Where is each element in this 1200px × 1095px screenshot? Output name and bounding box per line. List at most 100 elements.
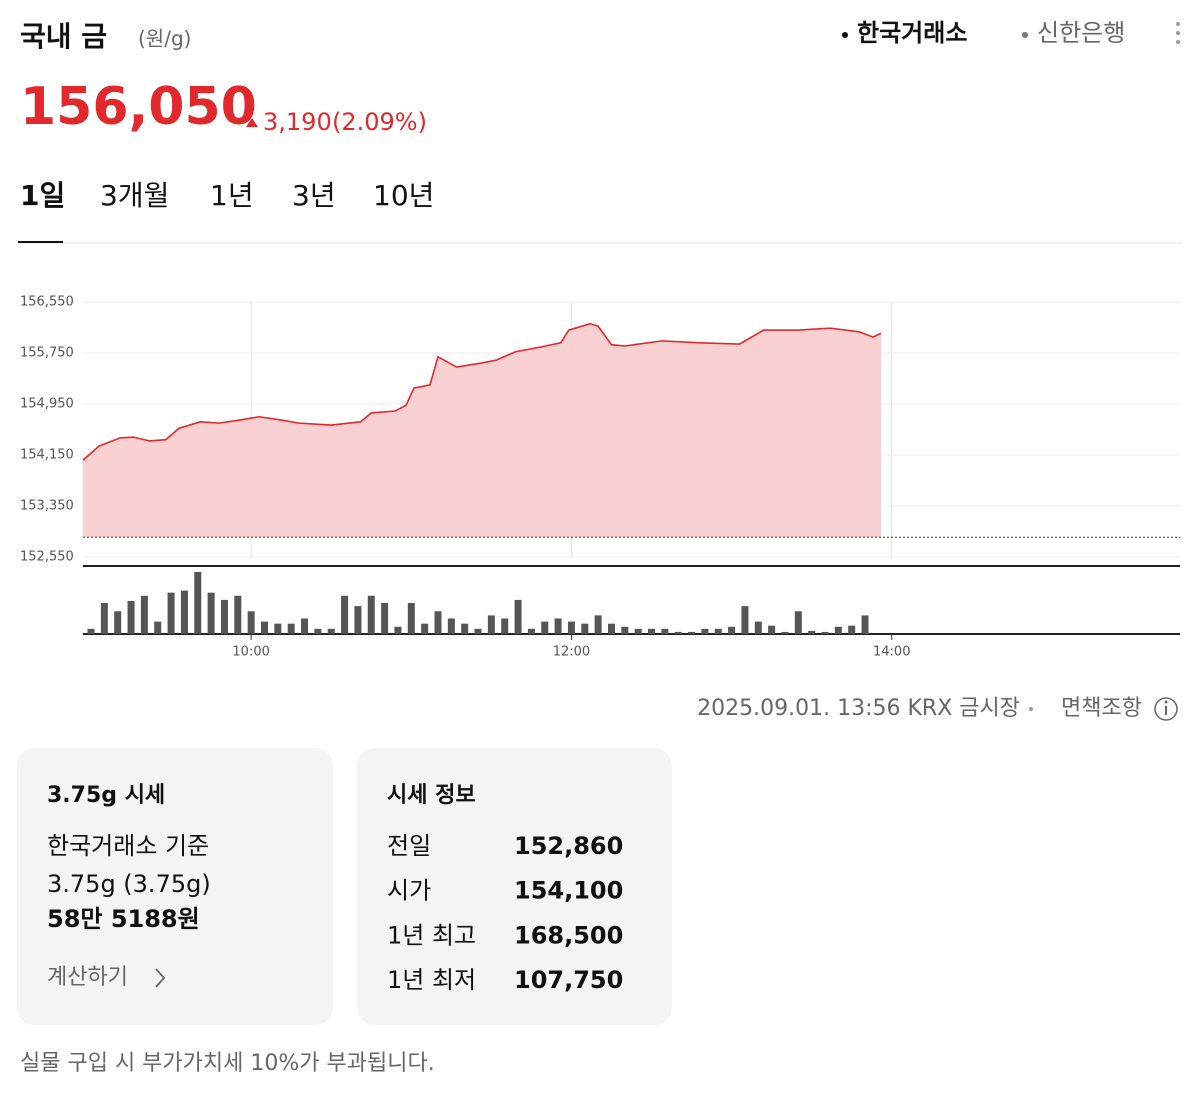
volume-bar (287, 623, 295, 634)
volume-bar (154, 621, 162, 634)
title: 국내 금 (20, 20, 107, 53)
volume-bar (688, 631, 696, 634)
volume-bar (834, 626, 842, 634)
change: 3,190 (263, 108, 332, 136)
y-tick-label: 154,950 (20, 397, 74, 412)
card-amount: 58만 5188원 (47, 905, 200, 933)
volume-bar (634, 628, 642, 634)
volume-bar (648, 628, 656, 634)
y-tick-label: 152,550 (20, 550, 74, 565)
bullet (1022, 32, 1028, 38)
volume-bar (701, 628, 709, 634)
chevron (155, 968, 166, 988)
volume-bar (274, 623, 282, 634)
volume-bar (754, 621, 762, 634)
volume-bar (87, 628, 95, 634)
area (83, 323, 882, 538)
volume-bar (167, 592, 175, 634)
volume-bar (114, 611, 122, 634)
source-tab[interactable]: 신한은행 (1037, 19, 1125, 47)
volume-bar (407, 603, 415, 634)
x-tick-label: 12:00 (553, 645, 590, 660)
volume-bar (607, 623, 615, 634)
volume-bar (301, 618, 309, 634)
disclaimer[interactable]: 면책조항 (1061, 696, 1142, 721)
period-tab[interactable]: 10년 (373, 179, 434, 212)
volume-bar (367, 595, 375, 634)
volume-bar (327, 628, 335, 634)
volume-bar (381, 603, 389, 634)
volume-bar (474, 628, 482, 634)
volume-bar (581, 623, 589, 634)
row-value: 168,500 (514, 921, 623, 949)
source-tab[interactable]: 한국거래소 (857, 19, 967, 47)
row-label: 1년 최저 (387, 966, 476, 994)
y-tick-label: 155,750 (20, 346, 74, 361)
volume-bar (461, 623, 469, 634)
volume-bar (194, 572, 202, 634)
card-title: 시세 정보 (387, 783, 476, 808)
price-line (82, 322, 882, 461)
up-arrow (246, 118, 258, 127)
volume-bar (794, 611, 802, 634)
volume-bar (207, 592, 215, 634)
period-tab[interactable]: 1일 (20, 179, 65, 212)
more-menu[interactable] (1176, 22, 1180, 44)
volume-bar (714, 628, 722, 634)
volume-bar (741, 606, 749, 634)
volume-bar (554, 618, 562, 634)
volume-bar (180, 590, 188, 634)
card-title: 3.75g 시세 (47, 783, 165, 808)
volume-bar (781, 631, 789, 634)
volume-bar (514, 599, 522, 634)
y-tick-label: 156,550 (20, 295, 74, 310)
period-tabs: 1일 3개월 1년 3년 10년 (20, 179, 434, 212)
volume-bar (100, 603, 108, 634)
volume-bar (140, 595, 148, 634)
volume-bar (821, 631, 829, 634)
volume-bar (394, 626, 402, 634)
volume-bar (260, 621, 268, 634)
y-tick-label: 154,150 (20, 448, 74, 463)
volume-bar (314, 628, 322, 634)
row-label: 시가 (387, 877, 431, 905)
row-label: 전일 (387, 832, 431, 860)
volume-bar (421, 623, 429, 634)
card-text: 3.75g (3.75g) (47, 870, 211, 898)
volume-bar (567, 621, 575, 634)
volume-bar (341, 595, 349, 634)
bullet (842, 32, 848, 38)
volume-bar (354, 606, 362, 634)
card (17, 748, 333, 1025)
period-tab[interactable]: 3개월 (100, 179, 169, 212)
volume-bar (527, 628, 535, 634)
volume-bar (447, 618, 455, 634)
card-text: 한국거래소 기준 (47, 832, 209, 860)
volume-bar (127, 600, 135, 634)
y-tick-label: 153,350 (20, 499, 74, 514)
row-value: 154,100 (514, 877, 623, 905)
volume-bar (848, 625, 856, 634)
volume-bar (768, 625, 776, 634)
info-rows: 전일 152,860 시가 154,100 1년 최고 168,500 1년 최저 107,7… (387, 832, 623, 994)
x-tick-label: 14:00 (873, 645, 910, 660)
volume-bar (247, 611, 255, 634)
volume-bar (674, 631, 682, 634)
volume-bar (594, 615, 602, 634)
price: 156,050 (20, 77, 257, 137)
volume-bar (808, 630, 816, 634)
chart: 152,550 153,350 154,150 154,950 155,750 156,5… (20, 295, 1180, 660)
volume-bar (621, 626, 629, 634)
volume-bar (487, 615, 495, 634)
calc-link[interactable]: 계산하기 (47, 965, 128, 990)
period-tab[interactable]: 3년 (292, 179, 336, 212)
timestamp: 2025.09.01. 13:56 KRX 금시장 (697, 696, 1020, 721)
info-icon[interactable] (1154, 697, 1178, 721)
period-tab[interactable]: 1년 (210, 179, 254, 212)
volume-bar (434, 611, 442, 634)
volume-bar (861, 615, 869, 634)
row-value: 107,750 (514, 966, 623, 994)
volume-bar (661, 628, 669, 634)
volume-bar (234, 595, 242, 634)
volume-bar (541, 621, 549, 634)
